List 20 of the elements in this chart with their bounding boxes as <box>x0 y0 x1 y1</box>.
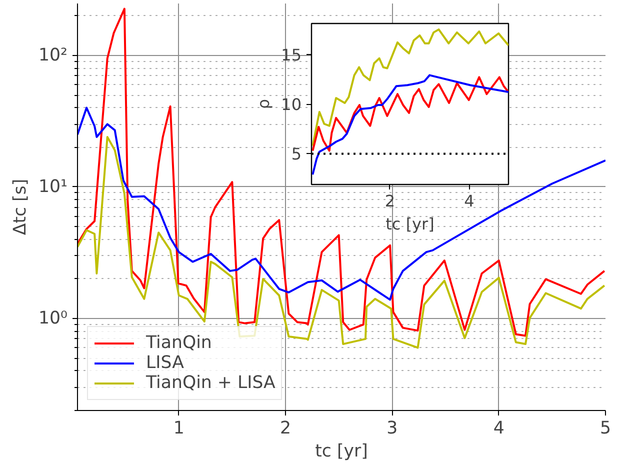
x-tick-label: 5 <box>600 418 612 438</box>
y-tick-label: 10⁰ <box>38 308 68 329</box>
x-tick-label: 2 <box>280 418 292 438</box>
line-series <box>78 136 606 349</box>
x-tick-label: 4 <box>464 192 474 210</box>
y-tick-label: 10² <box>38 45 68 66</box>
legend-label: LISA <box>146 353 184 373</box>
x-axis-title: tc [yr] <box>315 442 368 462</box>
x-tick-label: 1 <box>173 418 184 438</box>
x-tick-label: 4 <box>493 418 504 438</box>
line-series <box>312 28 508 147</box>
x-tick-label: 3 <box>386 418 398 438</box>
line-series <box>312 76 508 152</box>
legend-label: TianQin <box>146 333 212 353</box>
y-axis-title: ρ <box>254 98 274 110</box>
y-axis-title: Δtc [s] <box>10 178 31 236</box>
line-series <box>312 74 508 176</box>
legend-label: TianQin + LISA <box>146 373 276 393</box>
y-tick-label: 10¹ <box>38 176 68 197</box>
y-tick-label: 5 <box>291 144 302 164</box>
